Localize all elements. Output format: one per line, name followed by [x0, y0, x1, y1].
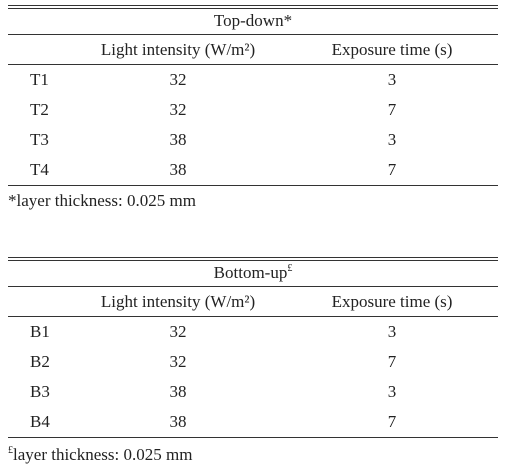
- rule: [8, 316, 498, 317]
- cell: 38: [169, 382, 187, 401]
- rule: [8, 286, 498, 287]
- column-header: Light intensity (W/m²): [100, 292, 256, 311]
- cell: 7: [387, 160, 397, 179]
- row-label: B1: [30, 322, 50, 341]
- cell: 38: [169, 160, 187, 179]
- column-header: Exposure time (s): [331, 292, 453, 311]
- cell: 38: [169, 130, 187, 149]
- row-label: T3: [30, 130, 49, 149]
- cell: 7: [387, 100, 397, 119]
- table-title: Bottom-up£: [214, 263, 293, 283]
- rule: [8, 34, 498, 35]
- footnote: £layer thickness: 0.025 mm: [8, 445, 193, 464]
- column-header: Light intensity (W/m²): [100, 40, 256, 59]
- cell: 38: [169, 412, 187, 431]
- column-header: Exposure time (s): [331, 40, 453, 59]
- footnote-mark: £: [8, 445, 13, 456]
- rule: [8, 8, 498, 9]
- cell: 3: [387, 70, 397, 89]
- cell: 32: [169, 100, 187, 119]
- row-label: T2: [30, 100, 49, 119]
- rule: [8, 437, 498, 438]
- cell: 7: [387, 352, 397, 371]
- footnote: *layer thickness: 0.025 mm: [8, 191, 196, 210]
- row-label: T1: [30, 70, 49, 89]
- cell: 32: [169, 322, 187, 341]
- rule: [8, 260, 498, 261]
- title-mark: £: [287, 263, 293, 274]
- rule: [8, 257, 498, 258]
- row-label: T4: [30, 160, 49, 179]
- cell: 32: [169, 70, 187, 89]
- row-label: B2: [30, 352, 50, 371]
- cell: 7: [387, 412, 397, 431]
- rule: [8, 5, 498, 6]
- cell: 3: [387, 382, 397, 401]
- cell: 32: [169, 352, 187, 371]
- row-label: B3: [30, 382, 50, 401]
- title-text: Top-down*: [213, 11, 293, 30]
- cell: 3: [387, 322, 397, 341]
- row-label: B4: [30, 412, 50, 431]
- rule: [8, 185, 498, 186]
- cell: 3: [387, 130, 397, 149]
- table-title: Top-down*: [214, 11, 292, 31]
- title-text: Bottom-up: [213, 263, 288, 282]
- rule: [8, 64, 498, 65]
